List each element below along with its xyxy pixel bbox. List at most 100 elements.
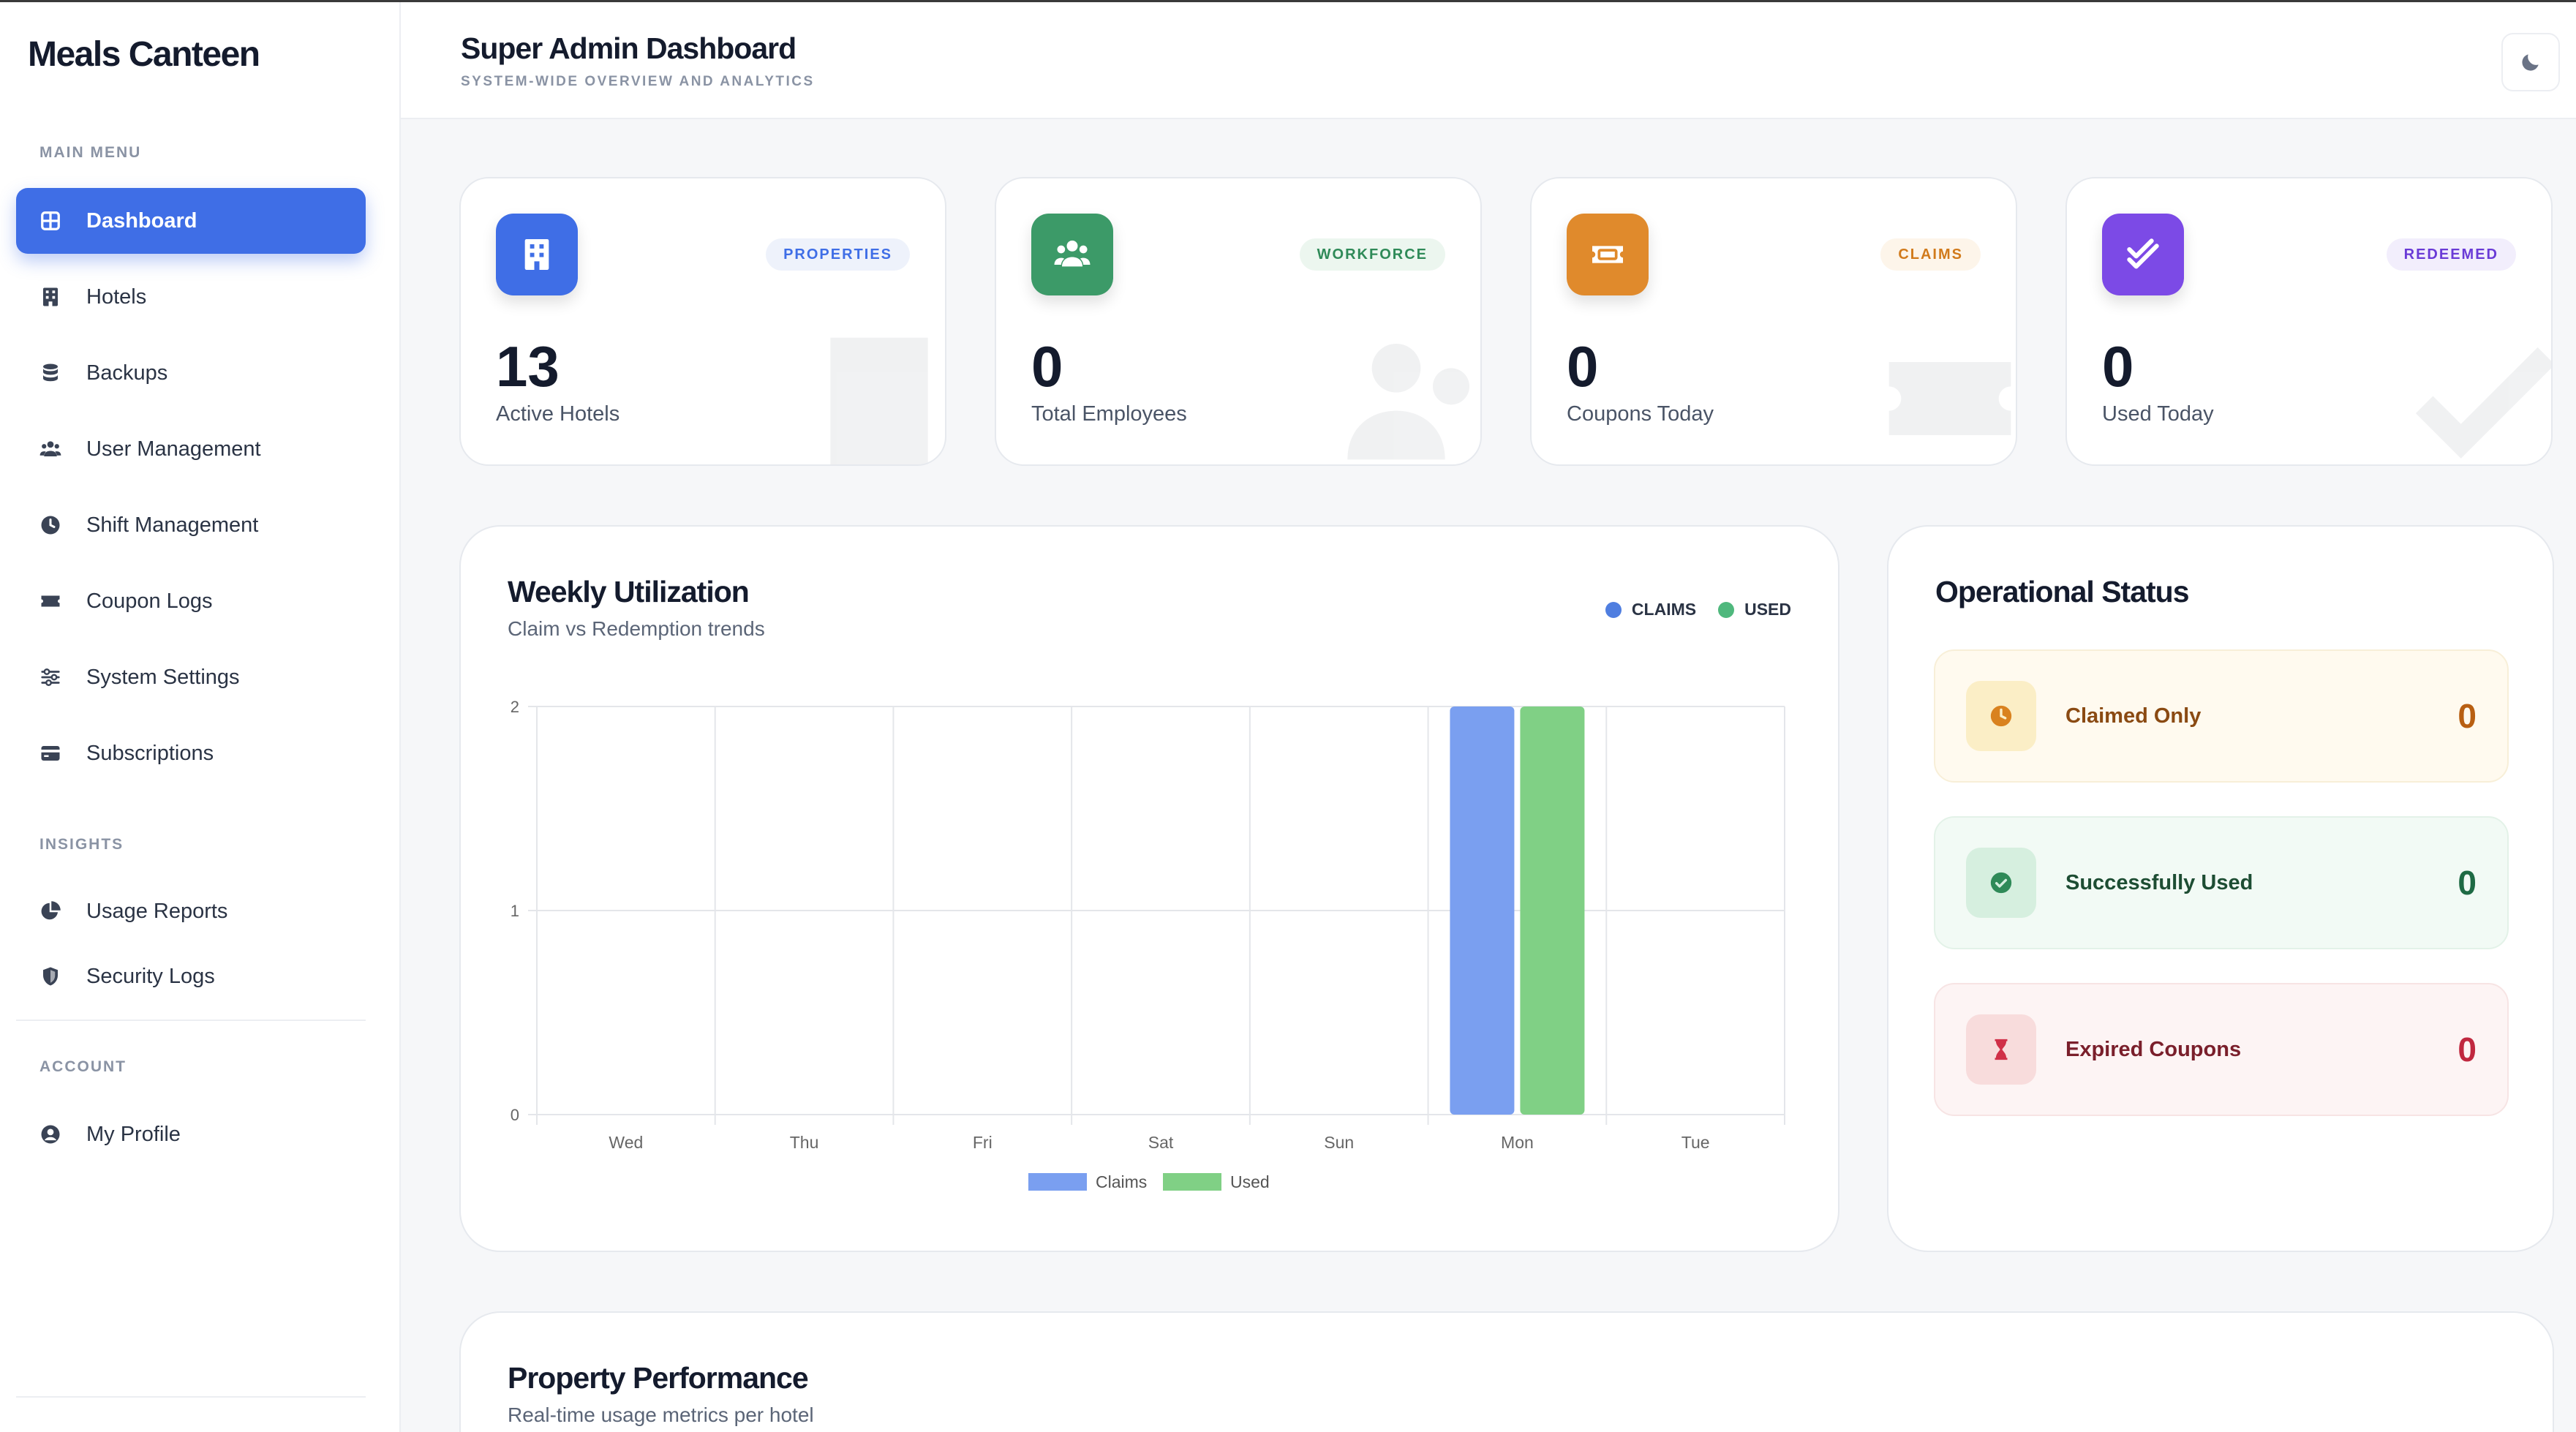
users-watermark-icon [1347,344,1469,460]
legend-label-used: Used [1230,1172,1270,1191]
double-check-icon [2102,214,2184,295]
sidebar-footer-divider [16,1396,366,1398]
bar-used-mon [1520,706,1585,1115]
grid-icon [38,208,63,233]
stat-label: Total Employees [1031,402,1187,426]
x-tick-label: Tue [1681,1133,1710,1152]
sidebar-item-shift-management[interactable]: Shift Management [16,492,366,558]
x-tick-label: Mon [1501,1133,1534,1152]
sidebar-item-dashboard[interactable]: Dashboard [16,188,366,254]
legend-label-claims: Claims [1096,1172,1147,1191]
sidebar-item-label: Subscriptions [86,741,214,765]
property-performance-card: Property Performance Real-time usage met… [459,1311,2554,1432]
weekly-subtitle: Claim vs Redemption trends [508,617,765,640]
legend-label: USED [1744,600,1791,619]
sidebar-divider [16,1020,366,1021]
moon-icon [2522,54,2539,71]
sidebar-item-label: My Profile [86,1122,181,1146]
stat-label: Coupons Today [1567,402,1714,426]
section-insights: INSIGHTS [39,836,124,853]
ticket-icon [1567,214,1649,295]
status-row-successfully-used[interactable]: Successfully Used 0 [1934,816,2509,949]
clock-icon [1966,681,2036,751]
status-row-claimed-only[interactable]: Claimed Only 0 [1934,649,2509,783]
x-tick-label: Sun [1324,1133,1354,1152]
page-subtitle: SYSTEM-WIDE OVERVIEW AND ANALYTICS [461,74,815,89]
status-value: 0 [2458,1030,2477,1069]
theme-toggle-button[interactable] [2501,33,2560,91]
users-icon [1031,214,1113,295]
sidebar-item-hotels[interactable]: Hotels [16,264,366,330]
sidebar-item-label: Security Logs [86,964,215,988]
sidebar-item-label: Hotels [86,284,147,309]
sidebar-item-label: Dashboard [86,208,197,233]
weekly-header-legend: CLAIMS USED [1605,600,1791,619]
sidebar-item-user-management[interactable]: User Management [16,416,366,482]
status-title: Operational Status [1935,575,2190,608]
x-tick-label: Fri [973,1133,993,1152]
sidebar-item-system-settings[interactable]: System Settings [16,644,366,710]
users-icon [38,437,63,461]
hourglass-icon [1966,1014,2036,1085]
y-tick-label: 1 [511,902,519,920]
bar-claims-mon [1450,706,1515,1115]
sidebar-item-subscriptions[interactable]: Subscriptions [16,720,366,786]
sidebar-item-label: Backups [86,361,168,385]
x-tick-label: Sat [1148,1133,1174,1152]
section-account: ACCOUNT [39,1058,127,1075]
stat-card-used[interactable]: REDEEMED 0 Used Today [2065,177,2553,466]
sidebar-item-label: Coupon Logs [86,589,213,613]
stat-badge: WORKFORCE [1299,238,1445,271]
section-main-menu: MAIN MENU [39,144,142,161]
performance-subtitle: Real-time usage metrics per hotel [508,1403,814,1426]
y-tick-label: 0 [511,1106,519,1124]
building-icon [38,284,63,309]
y-tick-label: 2 [511,698,519,716]
stat-label: Active Hotels [496,402,620,426]
legend-used[interactable]: USED [1718,600,1791,619]
weekly-title: Weekly Utilization [508,575,750,608]
stat-value: 0 [1031,334,1063,399]
brand-logo[interactable]: Meals Canteen [28,35,260,74]
status-label: Expired Coupons [2065,1037,2242,1061]
window-top-border [0,0,2576,2]
status-label: Claimed Only [2065,704,2202,728]
stat-label: Used Today [2102,402,2214,426]
legend-swatch-used [1163,1173,1221,1191]
shield-icon [38,964,63,989]
stat-value: 0 [1567,334,1599,399]
weekly-bar-chart: 0 1 2 Wed Thu Fri Sat Sun Mon Tue Claims Used [511,698,1785,1191]
page-header: Super Admin Dashboard SYSTEM-WIDE OVERVI… [401,2,2576,119]
status-label: Successfully Used [2065,870,2253,894]
operational-status-card: Operational Status Claimed Only 0 Succes… [1887,525,2554,1252]
sidebar-item-coupon-logs[interactable]: Coupon Logs [16,568,366,634]
x-tick-label: Wed [609,1133,643,1152]
pie-chart-icon [38,899,63,924]
performance-title: Property Performance [508,1361,809,1395]
building-icon [496,214,578,295]
legend-claims[interactable]: CLAIMS [1605,600,1696,619]
status-value: 0 [2458,864,2477,902]
stat-badge: REDEEMED [2386,238,2516,271]
sidebar-item-my-profile[interactable]: My Profile [16,1101,366,1167]
status-row-expired-coupons[interactable]: Expired Coupons 0 [1934,983,2509,1116]
sliders-icon [38,665,63,690]
sidebar-item-label: System Settings [86,665,240,689]
x-tick-label: Thu [790,1133,819,1152]
page-title: Super Admin Dashboard [461,31,796,65]
sidebar-item-usage-reports[interactable]: Usage Reports [16,878,366,944]
legend-dot [1718,601,1735,618]
stat-value: 0 [2102,334,2134,399]
sidebar-item-backups[interactable]: Backups [16,340,366,406]
stat-card-employees[interactable]: WORKFORCE 0 Total Employees [995,177,1482,466]
stat-card-hotels[interactable]: PROPERTIES 13 Active Hotels [459,177,946,466]
stat-value: 13 [496,334,560,399]
legend-label: CLAIMS [1631,600,1697,619]
sidebar-item-label: User Management [86,437,261,461]
ticket-watermark-icon [1888,362,2011,435]
user-circle-icon [38,1122,63,1147]
credit-card-icon [38,741,63,766]
sidebar: Meals Canteen MAIN MENU Dashboard Hotels… [0,2,401,1432]
sidebar-item-security-logs[interactable]: Security Logs [16,943,366,1009]
stat-card-coupons[interactable]: CLAIMS 0 Coupons Today [1530,177,2017,466]
